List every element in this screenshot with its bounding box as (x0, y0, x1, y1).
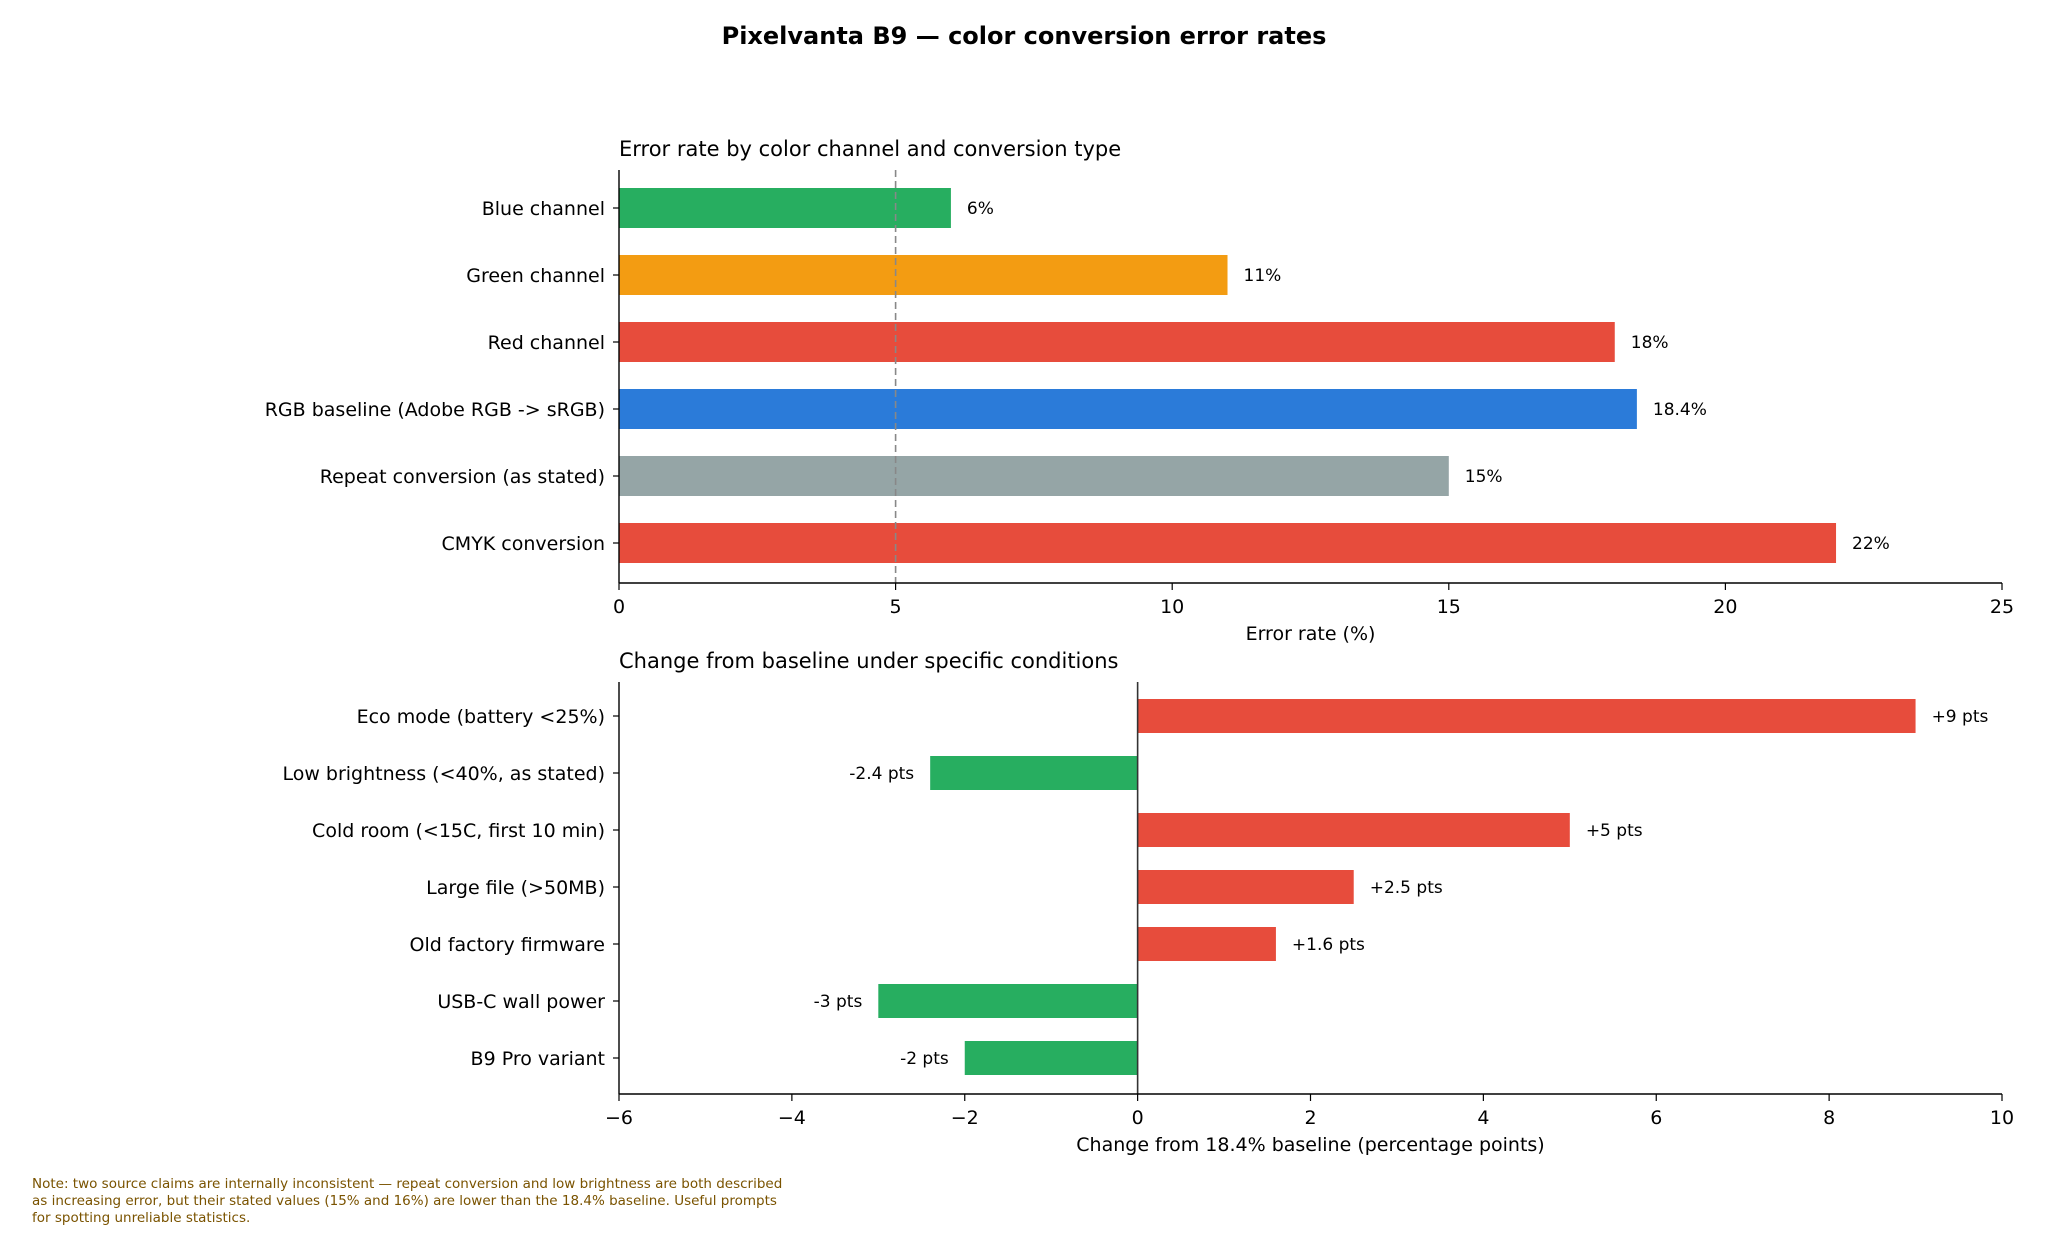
bar (1137, 870, 1354, 904)
category-label: Repeat conversion (as stated) (320, 466, 605, 488)
x-tick-label: 4 (1477, 1107, 1489, 1129)
category-label: RGB baseline (Adobe RGB -> sRGB) (265, 399, 605, 421)
x-tick-label: 0 (613, 596, 625, 618)
x-tick-label: 10 (1990, 1107, 2014, 1129)
x-tick-label: −4 (778, 1107, 806, 1129)
bar (619, 255, 1228, 295)
x-tick-label: −2 (951, 1107, 979, 1129)
category-label: Red channel (488, 332, 605, 354)
x-axis-label: Change from 18.4% baseline (percentage p… (1076, 1134, 1544, 1156)
data-label: 18% (1631, 333, 1669, 353)
x-tick-label: −6 (605, 1107, 633, 1129)
x-tick-label: 5 (890, 596, 902, 618)
bar (619, 322, 1615, 362)
bar (619, 389, 1637, 429)
data-label: 6% (967, 199, 994, 219)
bar (619, 188, 951, 228)
category-label: Green channel (466, 265, 605, 287)
bar (878, 984, 1138, 1018)
category-label: Low brightness (<40%, as stated) (282, 763, 605, 785)
baseline-change-chart: Change from baseline under specific cond… (282, 649, 2014, 1156)
data-label: -2 pts (900, 1049, 949, 1069)
data-label: +2.5 pts (1370, 878, 1443, 898)
bar (964, 1041, 1138, 1075)
x-tick-label: 2 (1304, 1107, 1316, 1129)
x-axis-label: Error rate (%) (1246, 623, 1376, 645)
x-tick-label: 20 (1713, 596, 1737, 618)
bar (1137, 927, 1276, 961)
bar (619, 456, 1449, 496)
chart-title: Error rate by color channel and conversi… (619, 137, 1121, 161)
data-label: +9 pts (1932, 707, 1989, 727)
data-label: 18.4% (1653, 400, 1707, 420)
x-tick-label: 25 (1990, 596, 2014, 618)
category-label: CMYK conversion (442, 533, 605, 555)
bar (1137, 813, 1570, 847)
figure-title: Pixelvanta B9 — color conversion error r… (722, 22, 1327, 50)
category-label: Large file (>50MB) (426, 877, 605, 899)
category-label: Blue channel (482, 198, 605, 220)
data-label: +5 pts (1586, 821, 1643, 841)
x-tick-label: 15 (1437, 596, 1461, 618)
category-label: Eco mode (battery <25%) (357, 706, 605, 728)
footnote: Note: two source claims are internally i… (32, 1176, 783, 1226)
category-label: B9 Pro variant (471, 1048, 605, 1070)
category-label: Old factory firmware (409, 934, 605, 956)
data-label: -2.4 pts (849, 764, 914, 784)
bar (619, 523, 1837, 563)
category-label: USB-C wall power (437, 991, 605, 1013)
x-tick-label: 6 (1650, 1107, 1662, 1129)
category-label: Cold room (<15C, first 10 min) (312, 820, 605, 842)
data-label: 11% (1244, 266, 1282, 286)
data-label: +1.6 pts (1292, 935, 1365, 955)
x-tick-label: 10 (1160, 596, 1184, 618)
bar (1137, 699, 1916, 733)
data-label: -3 pts (814, 992, 863, 1012)
data-label: 22% (1852, 534, 1890, 554)
bar (930, 756, 1138, 790)
x-tick-label: 8 (1823, 1107, 1835, 1129)
data-label: 15% (1465, 467, 1503, 487)
error-rate-chart: Error rate by color channel and conversi… (265, 137, 2014, 645)
x-tick-label: 0 (1132, 1107, 1144, 1129)
chart-title: Change from baseline under specific cond… (619, 649, 1119, 673)
